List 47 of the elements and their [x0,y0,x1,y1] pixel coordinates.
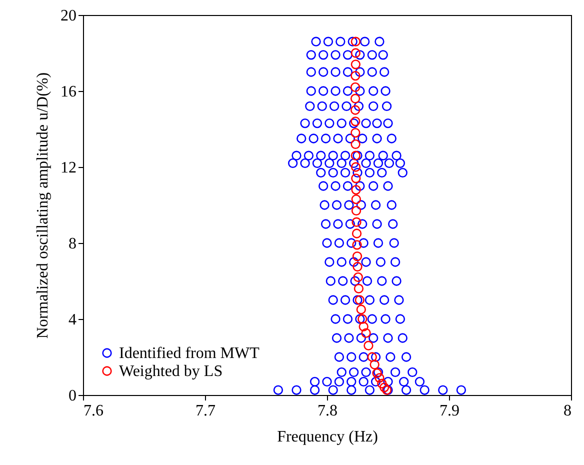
x-tick-label: 7.9 [440,402,460,420]
point [352,228,362,238]
point [377,378,387,388]
point [350,94,360,104]
point [352,262,362,272]
point [352,240,362,250]
point [352,251,362,262]
point [358,314,368,324]
point [354,295,365,305]
point [354,284,364,294]
point [350,139,360,150]
x-tick-label: 7.7 [196,402,216,420]
point [358,322,368,332]
y-tick-label: 16 [60,84,76,100]
point [364,340,374,350]
point [351,206,362,216]
y-axis-title: Normalized oscillating amplitude u/D(%) [34,72,52,339]
point [350,162,361,172]
point [352,217,362,227]
x-tick-label: 7.6 [84,402,104,420]
point [351,184,361,195]
y-tick-label: 4 [68,312,76,328]
point [350,105,360,115]
point [351,194,361,204]
point [374,373,384,383]
y-tick-label: 20 [60,8,76,24]
point [380,382,390,392]
point [350,128,360,138]
point [351,174,361,184]
point [350,48,361,58]
point [350,36,361,46]
x-tick-label: 8 [564,402,572,420]
point [350,60,361,70]
x-axis-title: Frequency (Hz) [277,428,378,446]
point [367,352,377,362]
legend-label: Weighted by LS [119,363,223,380]
y-tick-label: 8 [68,236,76,252]
point [353,272,363,282]
x-tick-label: 7.8 [318,402,338,420]
legend-label: Identified from MWT [119,345,260,362]
point [356,304,366,314]
point [370,360,380,370]
y-tick-label: 0 [68,388,76,404]
y-tick-label: 12 [60,160,76,176]
point [361,328,371,338]
point [350,82,360,92]
point [350,70,360,81]
